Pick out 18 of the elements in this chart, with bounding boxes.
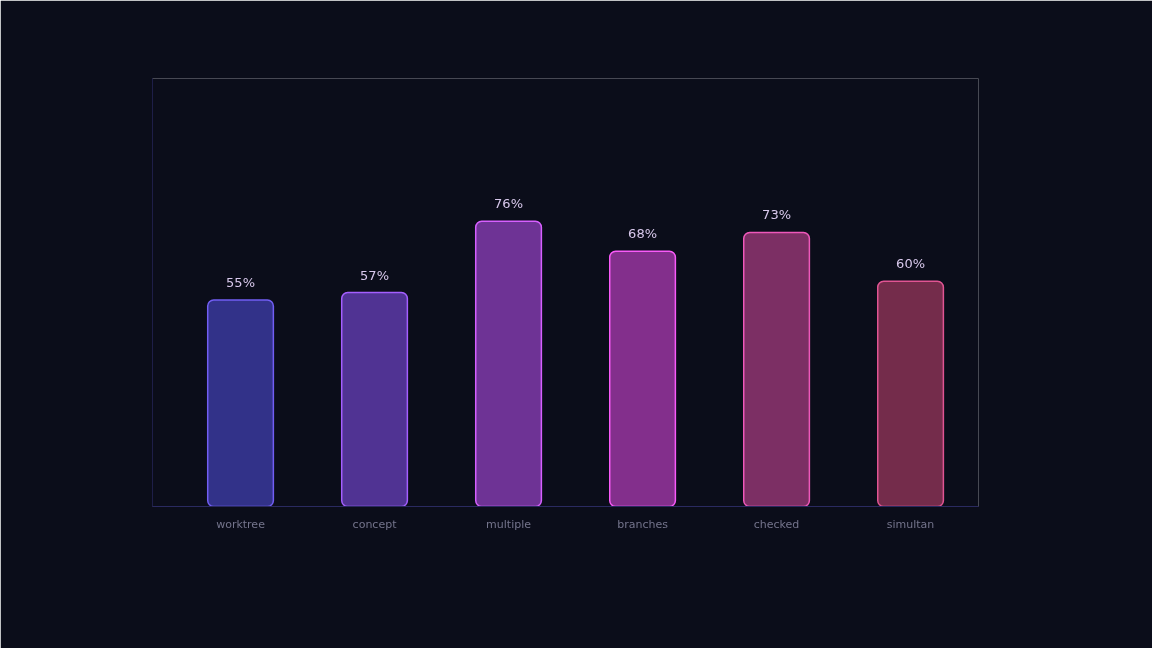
data-label: 57% xyxy=(360,267,389,283)
bar xyxy=(876,280,945,507)
x-tick-label: multiple xyxy=(486,517,532,531)
bar xyxy=(608,250,677,507)
data-label: 73% xyxy=(762,207,792,223)
x-tick-label: worktree xyxy=(216,517,266,531)
data-label: 55% xyxy=(226,275,255,291)
bar xyxy=(340,291,409,507)
bar xyxy=(742,231,811,507)
x-tick-label: concept xyxy=(352,517,398,531)
bar xyxy=(206,299,275,507)
x-tick-label: simultan xyxy=(886,517,935,531)
x-tick-label: checked xyxy=(753,517,800,531)
data-label: 68% xyxy=(628,226,658,242)
x-tick-label: branches xyxy=(617,517,669,531)
data-label: 76% xyxy=(494,196,524,212)
data-label: 60% xyxy=(896,256,926,272)
bar xyxy=(474,220,543,507)
